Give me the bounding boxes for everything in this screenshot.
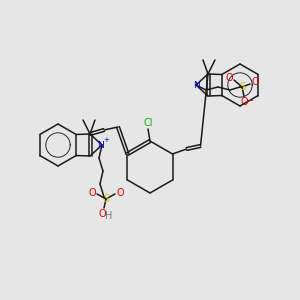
Text: S: S xyxy=(103,194,109,204)
Text: +: + xyxy=(103,137,109,143)
Text: N: N xyxy=(98,140,104,149)
Text: Cl: Cl xyxy=(143,118,153,128)
Text: H: H xyxy=(105,211,113,221)
Text: S: S xyxy=(239,82,245,92)
Text: O: O xyxy=(88,188,96,198)
Text: −: − xyxy=(247,97,254,106)
Text: O: O xyxy=(116,188,124,198)
Text: O: O xyxy=(251,77,259,87)
Text: O: O xyxy=(225,73,233,83)
Text: O: O xyxy=(98,209,106,219)
Text: O: O xyxy=(240,97,248,107)
Text: N: N xyxy=(194,80,200,89)
